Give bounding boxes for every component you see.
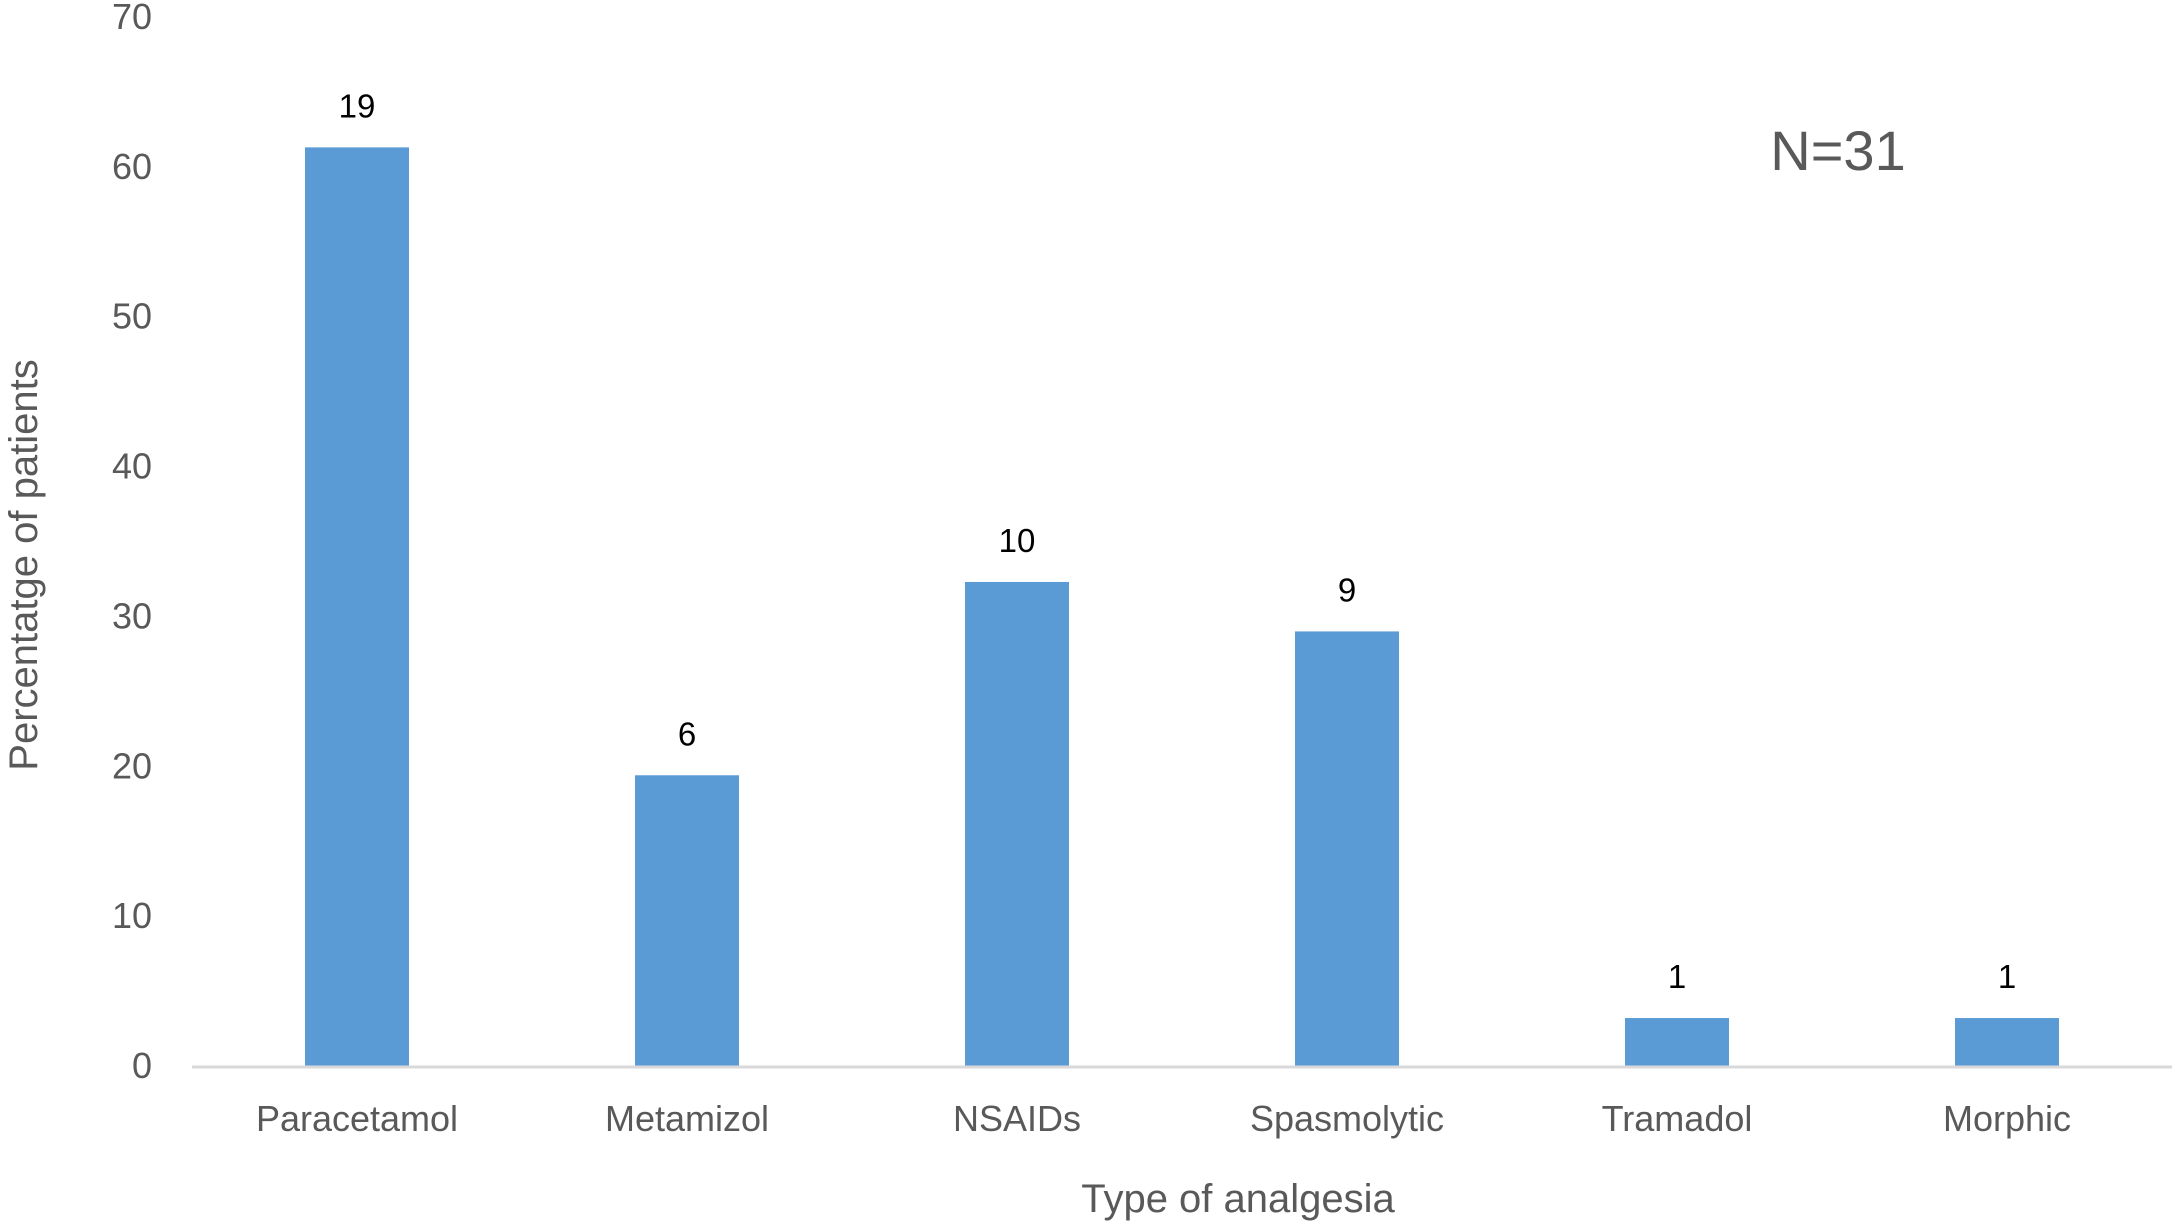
data-label: 9 [1338,571,1356,608]
x-tick-label: Tramadol [1602,1098,1753,1139]
bar-morphic [1955,1018,2059,1066]
data-label: 6 [678,715,696,752]
bar-nsaids [965,581,1069,1066]
sample-size-annotation: N=31 [1770,119,1905,182]
bar-metamizol [635,775,739,1066]
bar-spasmolytic [1295,631,1399,1066]
y-tick-label: 30 [112,595,152,636]
data-label: 10 [999,522,1036,559]
bars [305,147,2059,1066]
y-tick-label: 70 [112,0,152,37]
y-tick-label: 60 [112,146,152,187]
y-tick-label: 10 [112,895,152,936]
x-tick-label: Morphic [1943,1098,2071,1139]
y-tick-label: 50 [112,296,152,337]
y-tick-label: 20 [112,745,152,786]
x-tick-label: Metamizol [605,1098,769,1139]
x-axis-title: Type of analgesia [1081,1177,1395,1221]
data-label: 1 [1668,958,1686,995]
y-axis-ticks: 0 10 20 30 40 50 60 70 [112,0,152,1086]
data-labels: 19 6 10 9 1 1 [339,87,2017,995]
x-tick-label: NSAIDs [953,1098,1081,1139]
category-labels: Paracetamol Metamizol NSAIDs Spasmolytic Tra… [256,1098,2071,1139]
y-tick-label: 0 [132,1045,152,1086]
y-axis-title: Percentatge of patients [2,359,46,770]
x-tick-label: Paracetamol [256,1098,458,1139]
x-tick-label: Spasmolytic [1250,1098,1444,1139]
y-tick-label: 40 [112,446,152,487]
bar-paracetamol [305,147,409,1066]
bar-tramadol [1625,1018,1729,1066]
data-label: 19 [339,87,376,124]
data-label: 1 [1998,958,2016,995]
